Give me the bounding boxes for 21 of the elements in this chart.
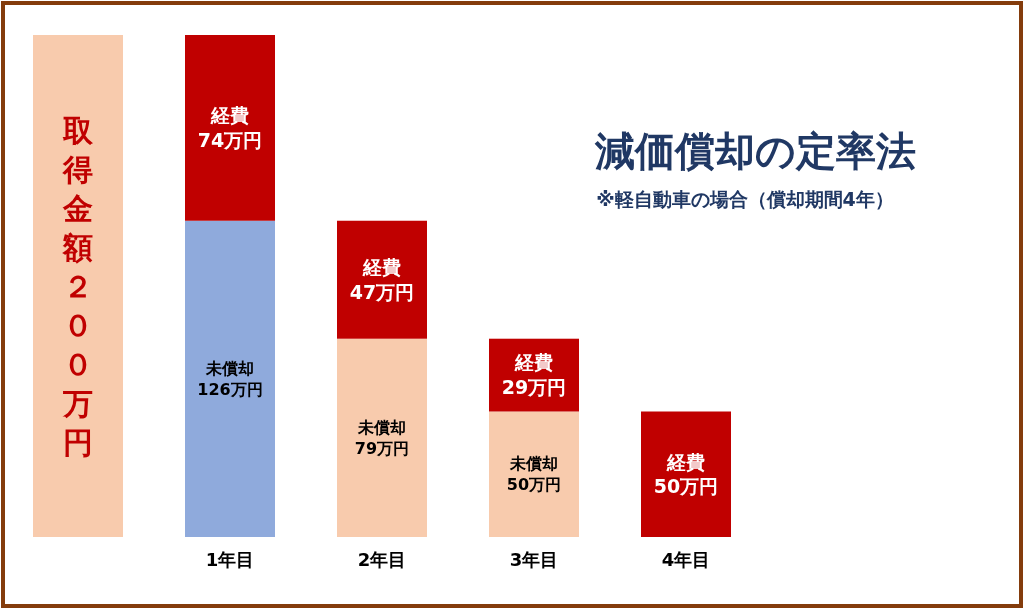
data-label: 経費 74万円 (197, 104, 263, 151)
data-label: 経費 47万円 (349, 256, 415, 303)
data-label: 経費 50万円 (653, 450, 719, 498)
x-tick-label: 3年目 (509, 549, 559, 570)
bar (641, 411, 731, 537)
data-label: 経費 29万円 (501, 351, 567, 399)
x-tick-label: 1年目 (205, 549, 255, 570)
x-tick-label: 4年目 (661, 549, 711, 570)
text: 減価償却の定率法 (593, 128, 916, 174)
bar (185, 35, 275, 221)
data-label: 未償却 126万円 (197, 359, 263, 399)
data-label: 未償却 79万円 (354, 418, 410, 458)
bar (489, 411, 579, 537)
bar (33, 35, 123, 537)
text: ※軽自動車の場合（償却期間4年） (596, 188, 894, 210)
bar (337, 338, 427, 537)
x-tick-label: 2年目 (357, 549, 407, 570)
text: 取得金額２００万円 (63, 112, 93, 460)
bar (337, 220, 427, 339)
bar (185, 220, 275, 537)
data-label: 未償却 50万円 (506, 454, 562, 495)
